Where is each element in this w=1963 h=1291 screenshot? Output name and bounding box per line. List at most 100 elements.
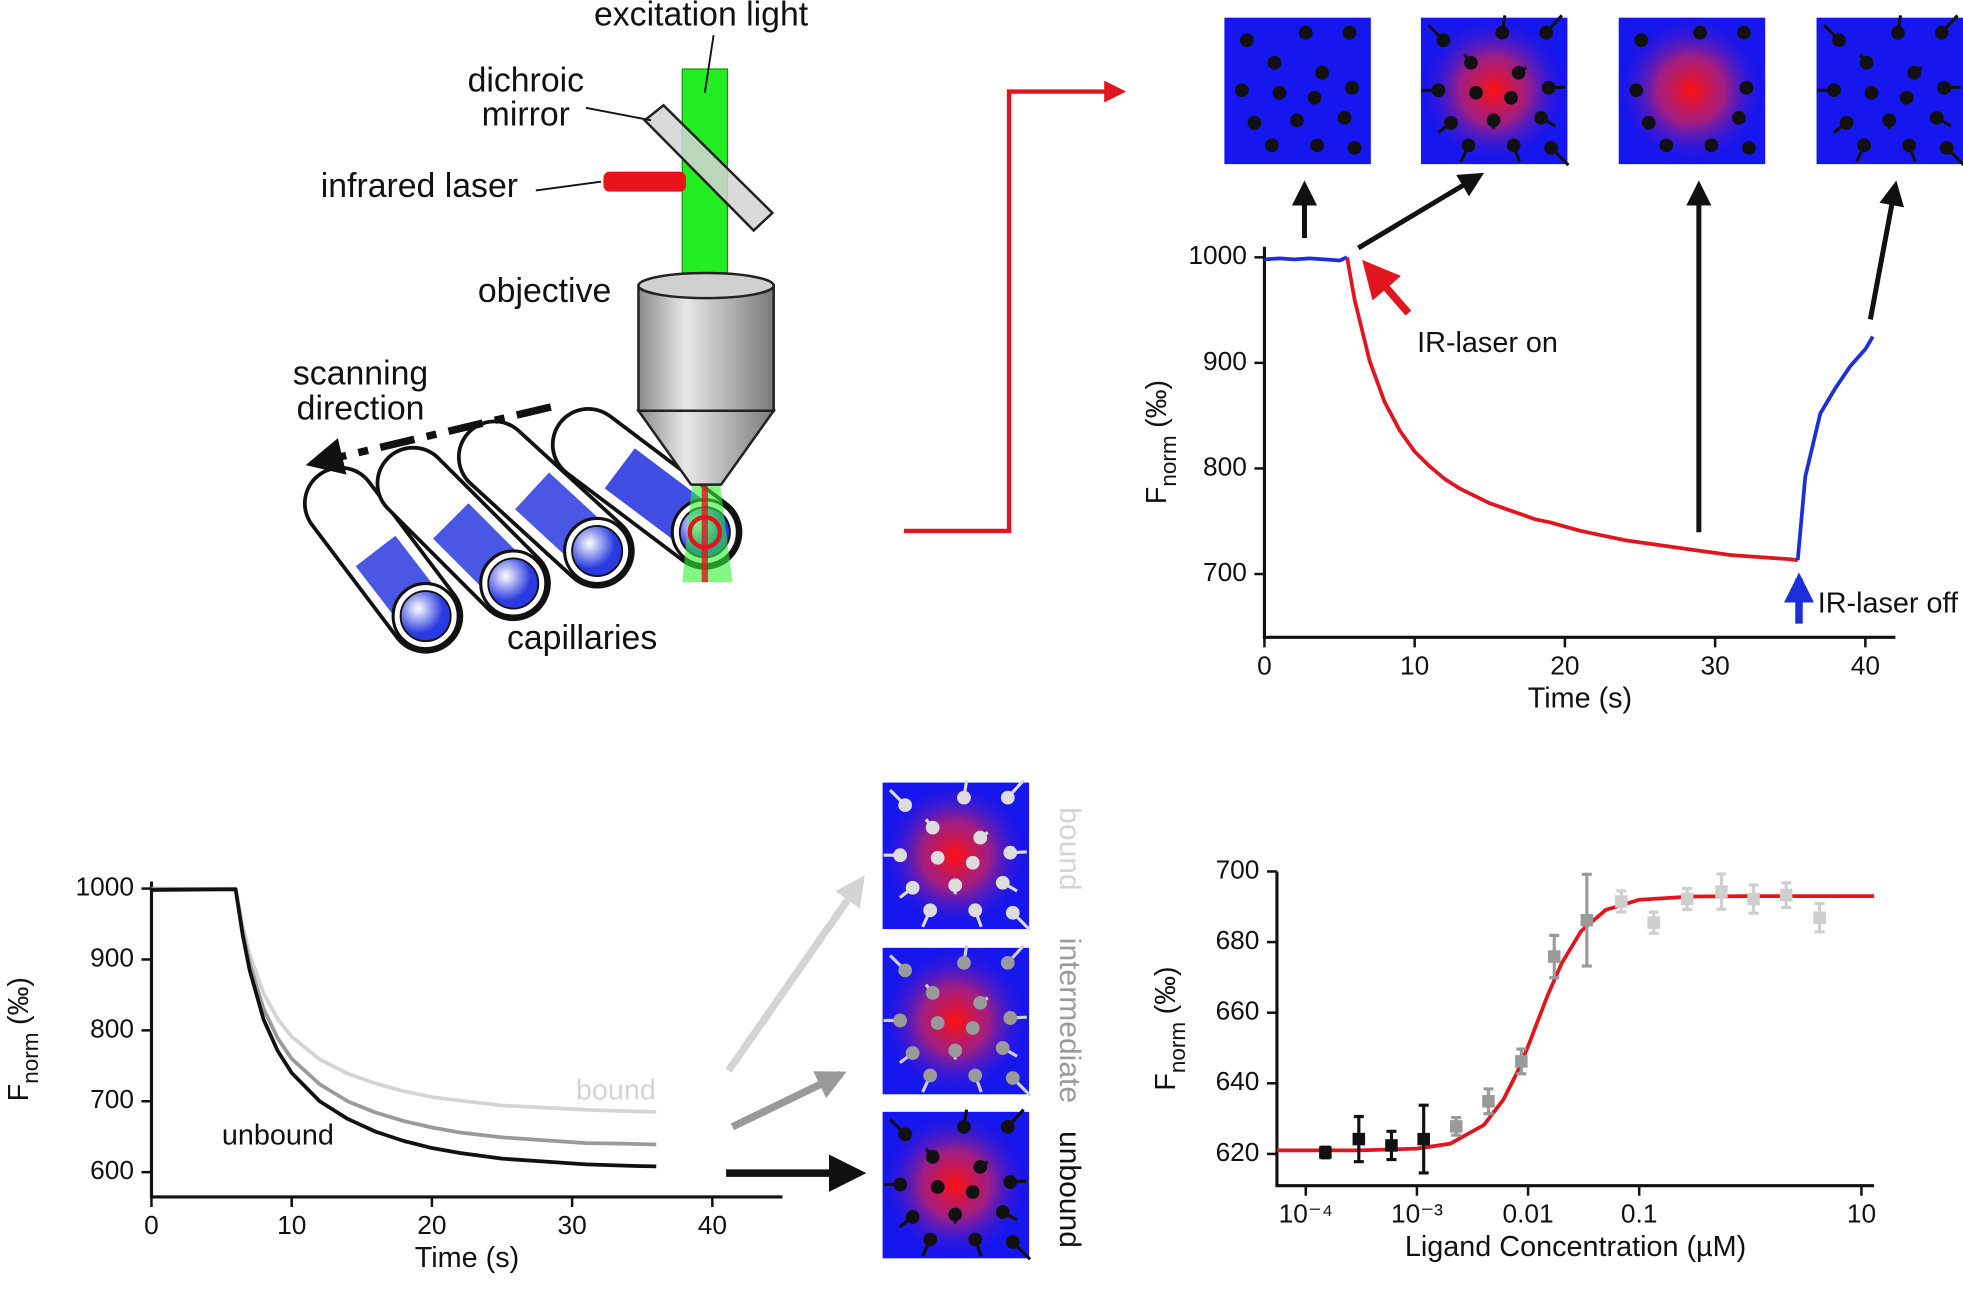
molecule: [1504, 90, 1518, 105]
microscope-illustration: excitation light dichroic mirror infrare…: [293, 0, 809, 657]
molecule: [1315, 65, 1329, 80]
molecule: [995, 1205, 1010, 1219]
chart: 620 640 660 680 700 10⁻⁴ 10⁻³ 0.01 0.1 10 Ligand C…: [1149, 854, 1876, 1262]
molecule: [1003, 1175, 1018, 1189]
x-tick-label: 10⁻⁴: [1279, 1199, 1333, 1229]
molecule: [1265, 138, 1279, 153]
x-tick-label: 0: [1257, 650, 1272, 680]
y-axis-label: Fnorm (‰): [1141, 380, 1182, 504]
molecule: [1882, 113, 1897, 128]
molecule: [968, 1068, 983, 1083]
fit-curve: [1276, 894, 1875, 1153]
y-tick-label: 1000: [75, 872, 133, 902]
molecule: [1864, 85, 1879, 100]
molecule: [1704, 138, 1719, 153]
molecule: [1444, 115, 1458, 130]
molecule: [948, 1043, 963, 1058]
annotation: IR-laser on: [1417, 327, 1558, 359]
y-label-sub: norm: [1165, 1022, 1190, 1073]
molecule: [973, 830, 988, 845]
molecule: [1659, 138, 1674, 153]
y-tick-label: 700: [90, 1084, 134, 1114]
x-tick-label: 40: [1851, 650, 1880, 680]
diagram-label: dichroic: [468, 62, 584, 100]
x-tick-label: 20: [1550, 650, 1579, 680]
y-tick-label: 700: [1216, 854, 1260, 884]
y-axis-label: Fnorm (‰): [3, 977, 44, 1101]
molecule: [893, 848, 908, 863]
molecule: [1347, 140, 1362, 155]
molecule: [1003, 1011, 1018, 1025]
molecule: [1827, 83, 1841, 98]
x-tick-label: 30: [558, 1210, 587, 1240]
molecule: [898, 798, 913, 813]
molecule: [930, 1180, 945, 1194]
objective-top: [637, 271, 775, 300]
data-point: [1647, 916, 1660, 929]
molecule: [1495, 25, 1510, 40]
molecule: [1739, 80, 1754, 95]
x-tick-label: 10: [1400, 650, 1429, 680]
molecule: [1641, 115, 1656, 130]
molecule: [1629, 83, 1644, 98]
molecule: [1857, 138, 1871, 153]
data-point: [1515, 1055, 1528, 1068]
molecule: [1000, 955, 1015, 970]
ir-laser-beam: [603, 171, 687, 192]
molecule: [965, 1185, 980, 1199]
molecule: [1732, 110, 1746, 125]
molecule: [1307, 90, 1322, 105]
capillaries-drawing: [302, 407, 743, 654]
x-tick-label: 30: [1701, 650, 1730, 680]
x-tick-label: 0.1: [1621, 1199, 1658, 1229]
molecule: [965, 1021, 980, 1035]
x-tick-label: 10⁻³: [1391, 1199, 1443, 1229]
molecule: [1511, 65, 1526, 80]
x-axis-label: Ligand Concentration (µM): [1405, 1231, 1746, 1263]
x-tick-label: 40: [698, 1210, 727, 1240]
molecule: [1539, 25, 1553, 40]
molecule: [930, 850, 945, 865]
diagram-label: scanning: [293, 355, 428, 393]
y-label-unit: (‰): [1149, 966, 1181, 1014]
molecule: [1272, 85, 1287, 100]
annotation: IR-laser off: [1818, 587, 1959, 619]
molecule: [1937, 80, 1952, 95]
y-tick-label: 700: [1203, 557, 1247, 587]
molecule: [1431, 83, 1446, 98]
scan-arrow: [305, 403, 552, 475]
x-axis-label: Time (s): [1528, 683, 1632, 715]
data-line: [1264, 255, 1348, 263]
molecule: [905, 1210, 920, 1224]
y-tick-label: 680: [1216, 925, 1260, 955]
molecule: [923, 1068, 938, 1083]
molecule: [1634, 33, 1649, 48]
molecule: [1290, 113, 1304, 128]
y-tick-label: 900: [90, 942, 134, 972]
molecule: [1003, 845, 1018, 860]
molecule: [948, 878, 963, 893]
molecule: [1436, 33, 1451, 48]
connector-arrow: [903, 80, 1127, 534]
molecule: [1534, 110, 1548, 125]
molecule: [1342, 25, 1357, 40]
x-tick-label: 20: [417, 1210, 446, 1240]
molecule: [1891, 25, 1905, 40]
state-label: unbound: [1053, 1131, 1086, 1248]
leader-line: [585, 106, 652, 122]
molecule: [1310, 138, 1324, 153]
molecule: [893, 1013, 908, 1028]
heat-spot: [880, 780, 1031, 931]
molecule: [898, 1127, 913, 1142]
y-label-main: F: [1149, 1073, 1181, 1091]
y-label-unit: (‰): [3, 977, 35, 1025]
x-tick-label: 0.01: [1502, 1199, 1553, 1229]
data-point: [1813, 911, 1826, 924]
x-axis-label: Time (s): [415, 1242, 519, 1274]
molecule: [1000, 790, 1015, 805]
molecule: [957, 1119, 971, 1134]
data-point: [1615, 895, 1628, 908]
molecule: [1000, 1119, 1015, 1134]
data-point: [1385, 1139, 1398, 1152]
diagram-label: infrared laser: [321, 167, 518, 205]
